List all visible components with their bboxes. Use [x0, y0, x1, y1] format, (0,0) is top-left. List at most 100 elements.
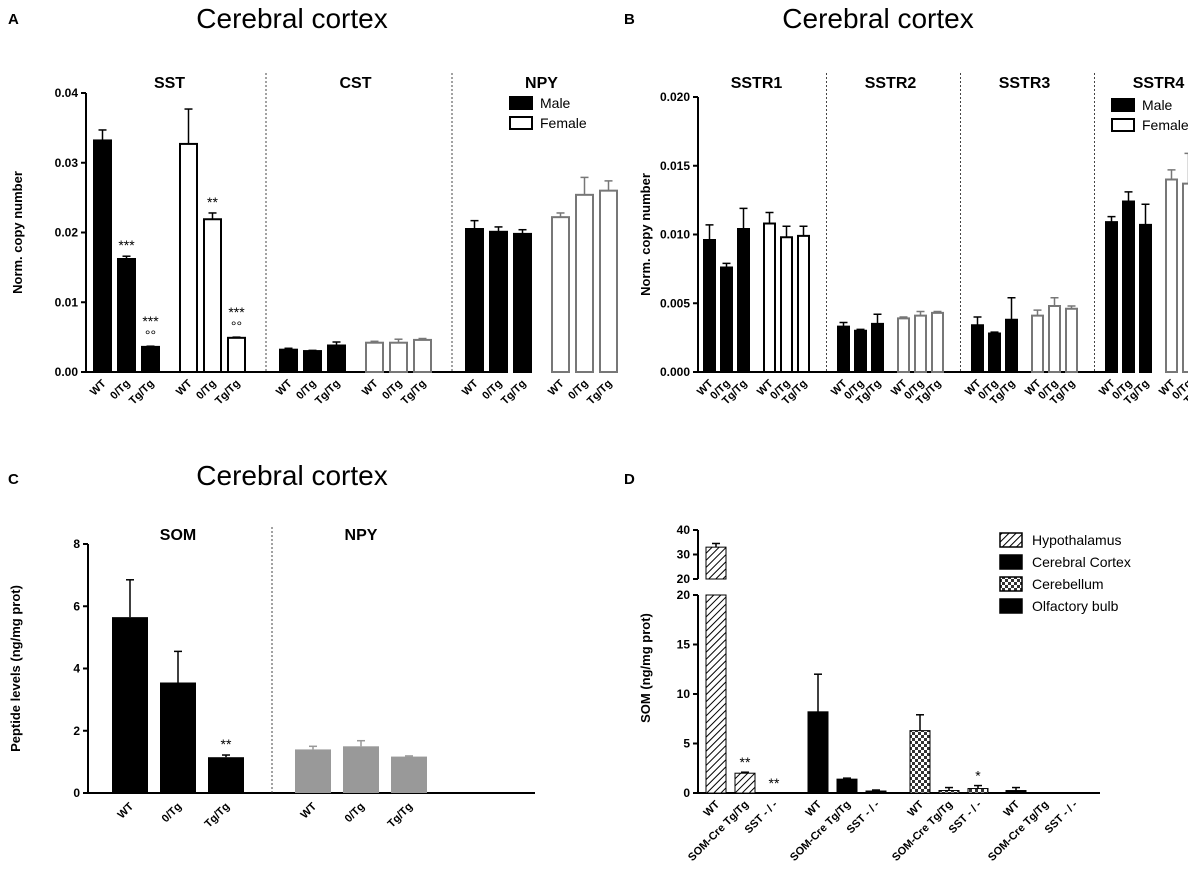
x-tick-label: Tg/Tg: [213, 378, 243, 408]
female-bar-CST: [413, 338, 432, 374]
male-bar-CST: [279, 348, 298, 373]
female-bar-NPY: [599, 189, 618, 373]
female-bar-SST: [203, 218, 222, 373]
male-bar-CST: [303, 350, 322, 374]
legend-swatch-cerebellum: [999, 576, 1023, 592]
x-tick-label: Tg/Tg: [385, 801, 415, 831]
x-tick-label: WT: [906, 798, 927, 819]
male-bar-SSTR3: [971, 324, 984, 373]
y-axis-tick-label: 0.01: [55, 295, 79, 309]
bar-Cerebral Cortex: [807, 711, 829, 794]
x-tick-label: 0/Tg: [160, 801, 184, 825]
male-bar-SSTR4: [1122, 200, 1135, 373]
y-tick-label: 20: [677, 572, 691, 586]
female-bar-SSTR1: [780, 236, 793, 373]
x-tick-label: 0/Tg: [343, 801, 367, 825]
female-bar-SSTR2: [914, 314, 927, 373]
y-axis-tick-label: 0.005: [660, 296, 690, 310]
y-tick-label: 15: [677, 638, 691, 652]
y-axis-tick-label: 0: [73, 786, 80, 800]
male-bar-SSTR1: [720, 266, 733, 373]
significance-annotation: **: [740, 754, 751, 770]
male-bar-SSTR2: [854, 329, 867, 373]
female-bar-CST: [365, 341, 384, 373]
group-label-SST: SST: [154, 75, 185, 92]
bar-Hypothalamus: [734, 772, 756, 794]
y-tick-label: 40: [677, 523, 691, 537]
male-bar-SSTR1: [737, 228, 750, 373]
legend-label-female: Female: [540, 115, 587, 131]
y-axis-tick-label: 0.03: [55, 156, 79, 170]
y-tick-label: 0: [683, 786, 690, 800]
male-bar-SSTR3: [1005, 318, 1018, 373]
y-axis-tick-label: 4: [73, 662, 80, 676]
y-axis-tick-label: 6: [73, 599, 80, 613]
female-bar-SSTR1: [763, 222, 776, 373]
x-tick-label: WT: [274, 377, 295, 398]
female-bar-SSTR3: [1031, 314, 1044, 373]
y-axis-label: SOM (ng/mg prot): [638, 613, 653, 723]
x-tick-label: WT: [360, 377, 381, 398]
y-tick-label: 30: [677, 548, 691, 562]
group-label-SSTR1: SSTR1: [731, 75, 783, 92]
female-bar-SSTR1: [797, 234, 810, 373]
y-axis-tick-label: 0.020: [660, 90, 690, 104]
female-bar-SSTR3: [1065, 307, 1078, 373]
bar-SOM: [160, 682, 196, 793]
panel-c-title: Cerebral cortex: [196, 460, 387, 491]
group-label-NPY: NPY: [525, 75, 558, 92]
female-bar-SSTR4: [1182, 182, 1188, 373]
x-tick-label: WT: [116, 800, 137, 821]
male-bar-NPY: [465, 228, 484, 373]
male-bar-SSTR2: [837, 325, 850, 373]
bar-Olfactory bulb: [1005, 790, 1027, 794]
female-bar-SST: [227, 336, 246, 374]
male-bar-SSTR1: [703, 239, 716, 373]
y-axis-tick-label: 0.010: [660, 228, 690, 242]
x-tick-label: SST - / -: [743, 798, 781, 836]
bar-Hypothalamus-lower: [705, 594, 727, 794]
significance-annotation: **: [769, 775, 780, 791]
y-tick-label: 5: [683, 737, 690, 751]
panel-a-title: Cerebral cortex: [196, 3, 387, 34]
group-label-SSTR4: SSTR4: [1133, 75, 1185, 92]
legend-swatch-hypothalamus: [999, 532, 1023, 548]
bar-Cerebellum: [909, 730, 931, 794]
x-tick-label: WT: [804, 798, 825, 819]
legend-swatch-female: [509, 116, 533, 130]
legend-swatch-male: [509, 96, 533, 110]
panel-label-b: B: [624, 11, 635, 28]
x-tick-label: WT: [460, 377, 481, 398]
male-bar-SST: [117, 258, 136, 374]
y-axis-label: Norm. copy number: [638, 173, 653, 296]
y-axis-label: Norm. copy number: [10, 171, 25, 294]
significance-annotation: °°: [145, 327, 156, 343]
y-axis-tick-label: 0.04: [55, 86, 79, 100]
x-tick-label: WT: [88, 377, 109, 398]
female-bar-CST: [389, 341, 408, 373]
panel-b-chart: 0.000 0.005 0.010 0.015 0.020 Norm. copy numb…: [638, 73, 1188, 407]
bar-SOM: [112, 617, 148, 793]
y-tick-label: 20: [677, 588, 691, 602]
legend-label-cerebellum: Cerebellum: [1032, 576, 1104, 592]
legend-swatch-female: [1111, 118, 1135, 132]
bar-SOM: [208, 757, 244, 793]
female-bar-SSTR2: [897, 317, 910, 373]
bar-Cerebellum: [938, 790, 960, 794]
legend-label-hypothalamus: Hypothalamus: [1032, 532, 1122, 548]
x-tick-label: Tg/Tg: [127, 378, 157, 408]
panel-b-title: Cerebral cortex: [782, 3, 973, 34]
group-label-NPY: NPY: [345, 527, 378, 544]
bar-Cerebral Cortex: [836, 778, 858, 794]
male-bar-SST: [93, 139, 112, 373]
significance-annotation: ***: [228, 304, 245, 320]
legend-label-cerebral-cortex: Cerebral Cortex: [1032, 554, 1131, 570]
x-tick-label: WT: [702, 798, 723, 819]
significance-annotation: **: [207, 194, 218, 210]
female-bar-NPY: [575, 193, 594, 373]
legend-label-olfactory-bulb: Olfactory bulb: [1032, 598, 1119, 614]
group-label-SSTR3: SSTR3: [999, 75, 1051, 92]
